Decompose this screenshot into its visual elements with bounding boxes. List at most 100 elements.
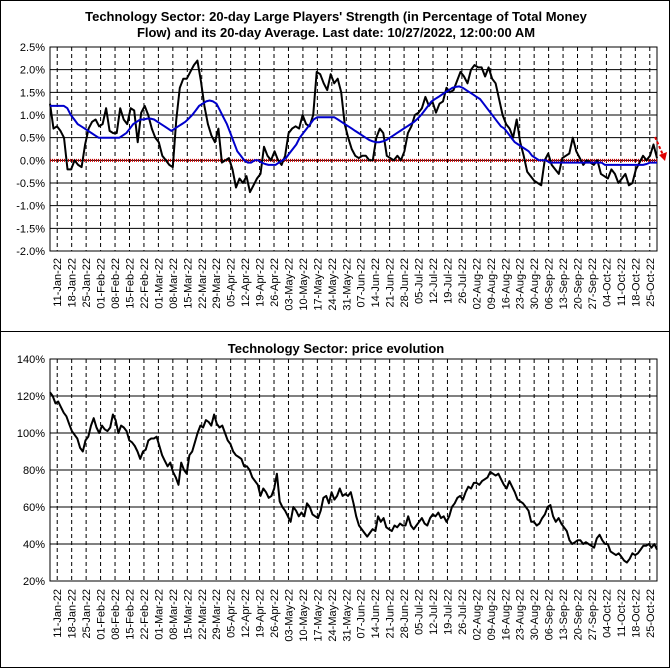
strength-chart-x-tick-label: 12-Jul-22 bbox=[428, 258, 440, 304]
strength-chart-y-tick-label: 2.5% bbox=[20, 42, 45, 54]
strength-chart-title-line2: Flow) and its 20-day Average. Last date:… bbox=[136, 25, 536, 40]
strength-chart-x-tick-label: 18-Oct-22 bbox=[630, 258, 642, 307]
strength-chart-x-tick-label: 02-Aug-22 bbox=[471, 258, 483, 309]
strength-chart-x-tick-label: 05-Apr-22 bbox=[226, 258, 238, 307]
strength-chart-x-tick-label: 21-Jun-22 bbox=[385, 258, 397, 308]
strength-chart-x-tick-label: 19-Jul-22 bbox=[442, 258, 454, 304]
strength-chart-series-1-line bbox=[50, 85, 657, 166]
price-chart-x-tick-label: 05-Jul-22 bbox=[414, 589, 426, 635]
arrow-head-icon bbox=[659, 152, 667, 161]
strength-chart-y-tick-label: -0.5% bbox=[16, 178, 45, 190]
price-chart-x-tick-label: 18-Oct-22 bbox=[630, 589, 642, 638]
price-chart-x-tick-label: 20-Sep-22 bbox=[573, 589, 585, 640]
price-chart-x-tick-label: 25-Jan-22 bbox=[81, 589, 93, 639]
price-chart-x-tick-label: 10-May-22 bbox=[298, 589, 310, 642]
strength-chart-x-tick-label: 09-Aug-22 bbox=[486, 258, 498, 309]
strength-chart-x-tick-label: 01-Feb-22 bbox=[96, 258, 108, 309]
strength-chart-x-tick-label: 13-Sep-22 bbox=[558, 258, 570, 309]
strength-chart-x-tick-label: 25-Oct-22 bbox=[645, 258, 657, 307]
strength-chart-y-tick-label: 0.5% bbox=[20, 133, 45, 145]
strength-chart-x-tick-label: 31-May-22 bbox=[341, 258, 353, 311]
price-chart-x-tick-label: 11-Jan-22 bbox=[52, 589, 64, 638]
strength-chart-x-tick-label: 27-Sep-22 bbox=[587, 258, 599, 309]
price-chart-x-tick-label: 27-Sep-22 bbox=[587, 589, 599, 640]
price-chart-x-tick-label: 22-Mar-22 bbox=[197, 589, 209, 640]
strength-chart-y-tick-label: 1.0% bbox=[20, 110, 45, 122]
strength-chart-x-tick-label: 04-Oct-22 bbox=[601, 258, 613, 307]
strength-chart-x-tick-label: 17-May-22 bbox=[312, 258, 324, 311]
price-chart-x-tick-label: 08-Mar-22 bbox=[168, 589, 180, 640]
price-chart-x-tick-label: 30-Aug-22 bbox=[529, 589, 541, 640]
strength-chart-x-tick-label: 20-Sep-22 bbox=[573, 258, 585, 309]
price-chart-x-tick-label: 13-Sep-22 bbox=[558, 589, 570, 640]
price-chart-x-tick-label: 09-Aug-22 bbox=[486, 589, 498, 640]
strength-chart-x-tick-label: 22-Mar-22 bbox=[197, 258, 209, 309]
strength-chart-x-tick-label: 11-Jan-22 bbox=[52, 258, 64, 307]
strength-chart-x-tick-label: 19-Apr-22 bbox=[255, 258, 267, 307]
price-chart-y-tick-label: 120% bbox=[17, 391, 45, 403]
price-chart-x-tick-label: 26-Jul-22 bbox=[457, 589, 469, 635]
strength-chart-x-tick-label: 08-Feb-22 bbox=[110, 258, 122, 309]
price-chart-x-tick-label: 23-Aug-22 bbox=[515, 589, 527, 640]
strength-chart-x-tick-label: 30-Aug-22 bbox=[529, 258, 541, 309]
price-chart-y-tick-label: 80% bbox=[23, 465, 45, 477]
price-chart-x-tick-label: 06-Sep-22 bbox=[544, 589, 556, 640]
price-chart-x-tick-label: 03-May-22 bbox=[283, 589, 295, 642]
strength-chart-x-tick-label: 25-Jan-22 bbox=[81, 258, 93, 308]
strength-chart-y-tick-label: -1.5% bbox=[16, 223, 45, 235]
strength-chart-y-tick-label: 0.0% bbox=[20, 155, 45, 167]
price-chart-x-tick-label: 15-Feb-22 bbox=[124, 589, 136, 640]
strength-chart-x-tick-label: 26-Jul-22 bbox=[457, 258, 469, 304]
strength-chart-y-tick-label: -1.0% bbox=[16, 201, 45, 213]
price-chart-series-0-line bbox=[49, 391, 658, 564]
strength-chart-y-tick-label: -2.0% bbox=[16, 246, 45, 258]
strength-chart-x-tick-label: 26-Apr-22 bbox=[269, 258, 281, 307]
strength-chart-x-tick-label: 15-Mar-22 bbox=[182, 258, 194, 309]
strength-chart-x-tick-label: 01-Mar-22 bbox=[153, 258, 165, 309]
price-chart-x-tick-label: 01-Feb-22 bbox=[96, 589, 108, 640]
price-chart-x-tick-label: 22-Feb-22 bbox=[139, 589, 151, 640]
strength-chart-x-tick-label: 23-Aug-22 bbox=[515, 258, 527, 309]
strength-chart-x-tick-label: 18-Jan-22 bbox=[67, 258, 79, 308]
strength-chart-x-tick-label: 29-Mar-22 bbox=[211, 258, 223, 309]
price-chart-y-tick-label: 100% bbox=[17, 428, 45, 440]
price-chart-title: Technology Sector: price evolution bbox=[227, 341, 445, 356]
strength-chart-y-tick-label: 1.5% bbox=[20, 87, 45, 99]
strength-chart-x-tick-label: 11-Oct-22 bbox=[616, 258, 628, 306]
price-chart-x-tick-label: 19-Jul-22 bbox=[442, 589, 454, 635]
price-chart-x-tick-label: 29-Mar-22 bbox=[211, 589, 223, 640]
strength-chart-panel: Technology Sector: 20-day Large Players'… bbox=[0, 0, 670, 332]
strength-chart-x-tick-label: 03-May-22 bbox=[283, 258, 295, 311]
price-chart-y-tick-label: 140% bbox=[17, 354, 45, 366]
price-chart-x-tick-label: 12-Jul-22 bbox=[428, 589, 440, 635]
price-chart-panel: Technology Sector: price evolution 20% 40… bbox=[0, 331, 670, 668]
price-chart-x-tick-label: 25-Oct-22 bbox=[645, 589, 657, 638]
price-chart-x-tick-label: 18-Jan-22 bbox=[67, 589, 79, 639]
price-chart-plot: 20% 40% 60% 80% 100% 120% 140% 11-Jan-22 18-Jan-… bbox=[17, 354, 658, 642]
strength-chart-plot-border bbox=[49, 46, 658, 252]
price-chart-x-tick-label: 21-Jun-22 bbox=[385, 589, 397, 639]
strength-chart-x-tick-label: 28-Jun-22 bbox=[399, 258, 411, 308]
strength-chart-x-tick-label: 05-Jul-22 bbox=[414, 258, 426, 304]
price-chart-x-tick-label: 31-May-22 bbox=[341, 589, 353, 642]
price-chart-x-tick-label: 04-Oct-22 bbox=[601, 589, 613, 638]
price-chart-x-tick-label: 01-Mar-22 bbox=[153, 589, 165, 640]
strength-chart-x-tick-label: 12-Apr-22 bbox=[240, 258, 252, 307]
price-chart-x-tick-label: 28-Jun-22 bbox=[399, 589, 411, 639]
strength-chart-x-tick-label: 15-Feb-22 bbox=[124, 258, 136, 309]
price-chart-x-tick-label: 07-Jun-22 bbox=[356, 589, 368, 639]
price-chart-x-tick-label: 02-Aug-22 bbox=[471, 589, 483, 640]
strength-chart-plot: -2.0% -1.5% -1.0% -0.5% 0.0% 0.5% 1.0% 1.5% 2.0%… bbox=[16, 42, 667, 311]
price-chart-x-tick-label: 12-Apr-22 bbox=[240, 589, 252, 638]
strength-chart-x-tick-label: 24-May-22 bbox=[327, 258, 339, 311]
strength-chart-x-tick-label: 07-Jun-22 bbox=[356, 258, 368, 308]
strength-chart-x-tick-label: 16-Aug-22 bbox=[500, 258, 512, 309]
price-chart-x-tick-label: 05-Apr-22 bbox=[226, 589, 238, 638]
strength-chart-x-tick-label: 08-Mar-22 bbox=[168, 258, 180, 309]
price-chart-x-tick-label: 16-Aug-22 bbox=[500, 589, 512, 640]
strength-chart-title-line1: Technology Sector: 20-day Large Players'… bbox=[85, 9, 587, 24]
strength-chart-x-tick-label: 06-Sep-22 bbox=[544, 258, 556, 309]
price-chart-y-tick-label: 40% bbox=[23, 539, 45, 551]
price-chart-x-tick-label: 26-Apr-22 bbox=[269, 589, 281, 638]
strength-chart-series-0-line bbox=[49, 59, 658, 194]
